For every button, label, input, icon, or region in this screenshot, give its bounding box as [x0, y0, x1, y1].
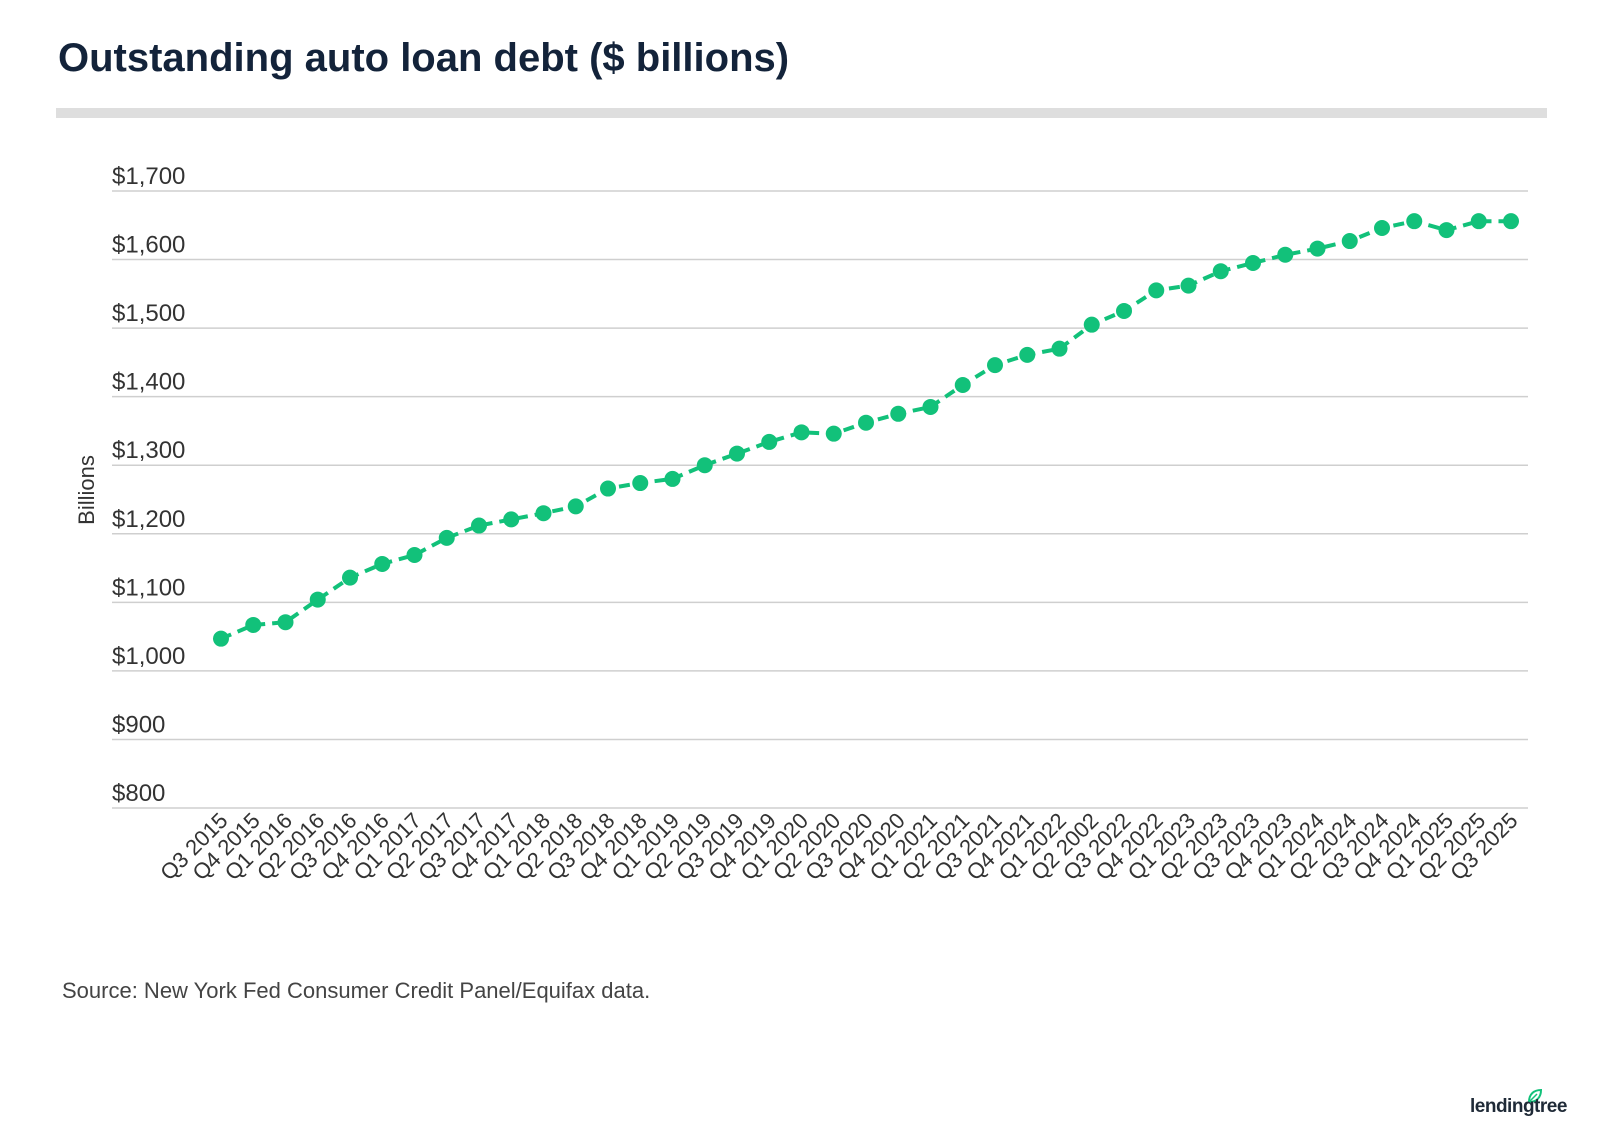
- data-point: [1374, 220, 1390, 237]
- data-point: [1083, 316, 1100, 333]
- data-point: [858, 414, 874, 431]
- y-tick-label: $1,700: [112, 163, 185, 190]
- data-point: [825, 425, 842, 442]
- y-tick-label: $1,000: [112, 643, 185, 670]
- data-point: [342, 569, 358, 586]
- data-point: [374, 555, 391, 572]
- data-point: [922, 398, 939, 415]
- data-point: [600, 480, 616, 497]
- title-divider: [56, 108, 1547, 118]
- data-point: [245, 616, 262, 633]
- y-axis-tick-labels: $800 $900 $1,000 $1,100 $1,200 $1,300 $1,400 $1…: [112, 163, 185, 807]
- data-point: [1438, 222, 1455, 239]
- y-tick-label: $1,300: [112, 437, 185, 464]
- data-point: [406, 547, 423, 564]
- data-point: [1019, 346, 1036, 363]
- data-point: [438, 529, 455, 546]
- data-point: [793, 424, 810, 441]
- data-point: [729, 445, 745, 462]
- y-tick-label: $1,100: [112, 574, 185, 601]
- data-point: [277, 614, 294, 631]
- data-point: [309, 591, 326, 608]
- data-point: [954, 377, 971, 394]
- data-points: [213, 213, 1519, 647]
- data-point: [1341, 233, 1358, 250]
- data-point: [1309, 240, 1326, 257]
- data-point: [1116, 302, 1132, 319]
- data-point: [213, 630, 229, 647]
- data-point: [1180, 277, 1197, 294]
- data-point: [567, 498, 584, 515]
- y-tick-label: $900: [112, 711, 165, 738]
- data-point: [1051, 340, 1068, 357]
- data-point: [1470, 213, 1487, 230]
- data-point: [471, 517, 487, 534]
- data-point: [664, 470, 681, 487]
- chart-title: Outstanding auto loan debt ($ billions): [58, 36, 790, 80]
- data-point: [987, 357, 1003, 374]
- data-point: [1212, 263, 1229, 280]
- leaf-icon: [1527, 1088, 1543, 1104]
- y-tick-label: $1,200: [112, 506, 185, 533]
- y-tick-label: $800: [112, 780, 165, 807]
- y-tick-label: $1,600: [112, 232, 185, 259]
- data-point: [503, 511, 520, 528]
- data-point: [1148, 282, 1165, 299]
- data-point: [1277, 246, 1294, 263]
- source-note: Source: New York Fed Consumer Credit Pan…: [62, 978, 651, 1003]
- data-point: [632, 475, 649, 492]
- data-point: [1245, 254, 1261, 271]
- y-tick-label: $1,400: [112, 369, 185, 396]
- data-point: [535, 505, 552, 522]
- line-chart: $800 $900 $1,000 $1,100 $1,200 $1,300 $1,400 $1…: [74, 163, 1528, 885]
- data-point: [761, 433, 778, 450]
- gridlines: [112, 190, 1528, 809]
- y-axis-label: Billions: [74, 455, 99, 525]
- lendingtree-logo: lendingtree: [1470, 1096, 1567, 1117]
- data-point: [1406, 213, 1423, 230]
- data-point: [890, 405, 907, 422]
- data-point: [696, 457, 713, 474]
- data-point: [1503, 213, 1519, 230]
- y-tick-label: $1,500: [112, 300, 185, 327]
